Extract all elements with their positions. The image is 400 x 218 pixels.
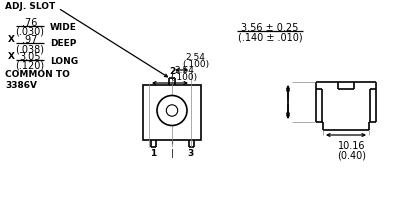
Text: 2.54: 2.54 <box>186 53 206 62</box>
Text: (.038): (.038) <box>16 44 44 54</box>
Text: (0.40): (0.40) <box>338 150 366 160</box>
Text: (.100): (.100) <box>170 73 198 82</box>
Bar <box>143 85 201 140</box>
Text: (.030): (.030) <box>16 27 44 37</box>
Text: COMMON TO: COMMON TO <box>5 70 70 79</box>
Text: 3.05: 3.05 <box>19 52 41 62</box>
Text: 3386V: 3386V <box>5 81 37 90</box>
Text: (.120): (.120) <box>16 61 44 71</box>
Text: (.140 ± .010): (.140 ± .010) <box>238 32 302 42</box>
Text: ADJ. SLOT: ADJ. SLOT <box>5 2 55 11</box>
Circle shape <box>166 105 178 116</box>
Text: .97: .97 <box>22 35 38 45</box>
Text: (.100): (.100) <box>182 60 209 69</box>
Text: 2.54: 2.54 <box>174 66 194 75</box>
Text: LONG: LONG <box>50 56 78 65</box>
Text: 1: 1 <box>150 149 156 158</box>
Text: WIDE: WIDE <box>50 22 77 31</box>
Text: .76: .76 <box>22 18 38 28</box>
Text: DEEP: DEEP <box>50 39 76 48</box>
Text: 10.16: 10.16 <box>338 141 366 151</box>
Text: X: X <box>8 35 15 44</box>
Circle shape <box>157 95 187 126</box>
Text: X: X <box>8 52 15 61</box>
Text: |: | <box>170 149 174 158</box>
Text: 3.56 ± 0.25: 3.56 ± 0.25 <box>241 23 299 33</box>
Text: 2: 2 <box>169 67 175 76</box>
Text: 3: 3 <box>188 149 194 158</box>
